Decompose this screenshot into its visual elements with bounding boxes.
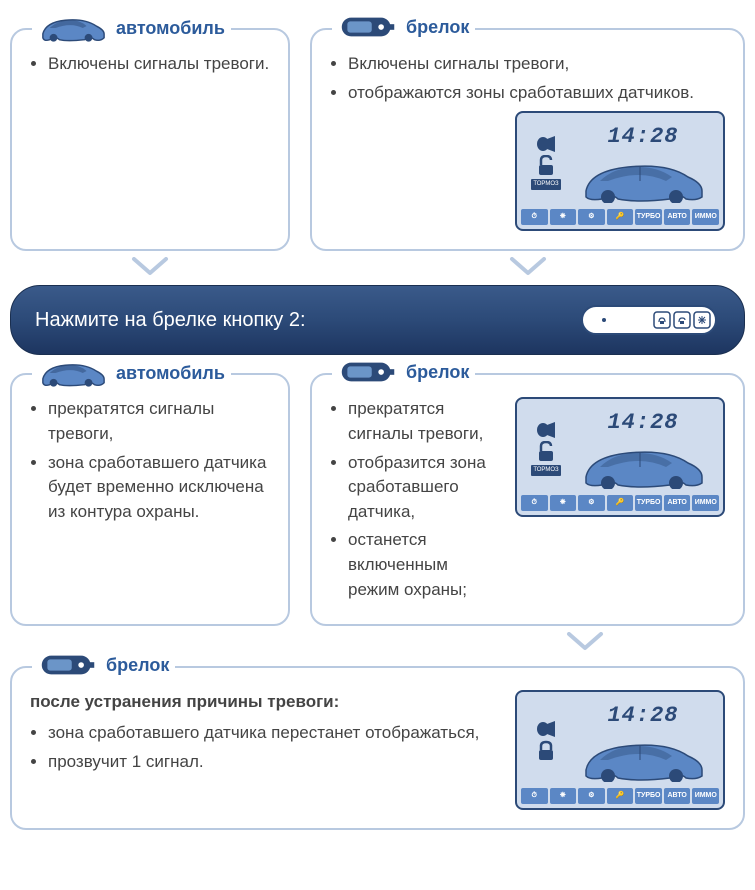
down-arrow-icon — [508, 257, 548, 277]
lcd-chip: ТУРБО — [635, 495, 662, 511]
down-arrow-icon — [130, 257, 170, 277]
lock-open-icon — [537, 441, 555, 463]
lcd-time: 14:28 — [607, 700, 678, 732]
horn-icon — [535, 720, 557, 738]
lcd-chip: АВТО — [664, 495, 691, 511]
lcd-chip: 🔑 — [607, 788, 634, 804]
lcd-chip: ИММО — [692, 495, 719, 511]
list-item: Включены сигналы тревоги. — [48, 52, 270, 77]
panel-header: брелок — [332, 357, 475, 387]
car-panel-2: автомобиль прекратятся сигналы тревоги, … — [10, 373, 290, 626]
panel-body: Включены сигналы тревоги, отображаются з… — [330, 52, 725, 231]
panel-title: брелок — [106, 655, 169, 676]
car-icon — [38, 12, 108, 44]
lcd-car-icon — [578, 439, 708, 489]
lcd-time: 14:28 — [607, 121, 678, 153]
car-icon — [38, 357, 108, 389]
list-item: зона сработавшего датчика будет временно… — [48, 451, 270, 525]
panel-title: автомобиль — [116, 363, 225, 384]
lcd-chip: ИММО — [692, 788, 719, 804]
action-bar: Нажмите на брелке кнопку 2: — [10, 285, 745, 355]
lcd-display-1: ТОРМОЗ 14:28 ⏱ ❋ ⚙ 🔑 ТУРБО АВТО — [515, 111, 725, 231]
remote-widget-icon — [580, 302, 720, 338]
lcd-chip: ⚙ — [578, 495, 605, 511]
panel-heading: после устранения причины тревоги: — [30, 690, 501, 715]
remote-icon — [38, 650, 98, 680]
lcd-chip: ❋ — [550, 788, 577, 804]
row-1: автомобиль Включены сигналы тревоги. бре… — [10, 28, 745, 251]
list-item: останется включенным режим охраны; — [348, 528, 501, 602]
lcd-display-3: 14:28 ⏱ ❋ ⚙ 🔑 ТУРБО АВТО ИММО — [515, 690, 725, 810]
lcd-chips: ⏱ ❋ ⚙ 🔑 ТУРБО АВТО ИММО — [521, 495, 719, 511]
list-item: прекратятся сигналы тревоги, — [48, 397, 270, 446]
lcd-chip: ⚙ — [578, 209, 605, 225]
lcd-chip: ❋ — [550, 495, 577, 511]
list-item: отображаются зоны сработавших датчиков. — [348, 81, 725, 106]
lcd-chip: ТУРБО — [635, 209, 662, 225]
list-item: Включены сигналы тревоги, — [348, 52, 725, 77]
lcd-chip: ⏱ — [521, 209, 548, 225]
lcd-display-2: ТОРМОЗ 14:28 ⏱ ❋ ⚙ 🔑 ТУРБО АВТО ИММО — [515, 397, 725, 517]
tormoz-label: ТОРМОЗ — [531, 179, 560, 190]
list-item: отобразится зона сработавшего датчика, — [348, 451, 501, 525]
lcd-chip: ИММО — [692, 209, 719, 225]
lcd-chip: ТУРБО — [635, 788, 662, 804]
lcd-time: 14:28 — [607, 407, 678, 439]
row-2: автомобиль прекратятся сигналы тревоги, … — [10, 373, 745, 626]
lcd-chips: ⏱ ❋ ⚙ 🔑 ТУРБО АВТО ИММО — [521, 788, 719, 804]
arrow-row-1 — [10, 257, 745, 277]
horn-icon — [535, 135, 557, 153]
remote-icon — [338, 357, 398, 387]
lcd-chip: ⏱ — [521, 788, 548, 804]
lcd-chip: 🔑 — [607, 495, 634, 511]
panel-header: брелок — [32, 650, 175, 680]
down-arrow-icon — [565, 632, 605, 652]
lock-open-icon — [537, 155, 555, 177]
remote-panel-2: брелок прекратятся сигналы тревоги, отоб… — [310, 373, 745, 626]
panel-body: прекратятся сигналы тревоги, отобразится… — [330, 397, 725, 606]
tormoz-label: ТОРМОЗ — [531, 465, 560, 476]
lock-closed-icon — [537, 740, 555, 762]
list-item: зона сработавшего датчика перестанет ото… — [48, 721, 501, 746]
panel-header: автомобиль — [32, 12, 231, 44]
arrow-row-2 — [10, 632, 745, 652]
lcd-chip: АВТО — [664, 209, 691, 225]
panel-header: брелок — [332, 12, 475, 42]
list-item: прозвучит 1 сигнал. — [48, 750, 501, 775]
action-text: Нажмите на брелке кнопку 2: — [35, 309, 306, 332]
lcd-chip: ❋ — [550, 209, 577, 225]
row-3: брелок после устранения причины тревоги:… — [10, 666, 745, 830]
lcd-chip: ⚙ — [578, 788, 605, 804]
horn-icon — [535, 421, 557, 439]
remote-icon — [338, 12, 398, 42]
remote-panel-3: брелок после устранения причины тревоги:… — [10, 666, 745, 830]
list-item: прекратятся сигналы тревоги, — [348, 397, 501, 446]
panel-body: после устранения причины тревоги: зона с… — [30, 690, 725, 810]
car-panel-1: автомобиль Включены сигналы тревоги. — [10, 28, 290, 251]
panel-body: прекратятся сигналы тревоги, зона сработ… — [30, 397, 270, 524]
panel-title: брелок — [406, 362, 469, 383]
panel-title: брелок — [406, 17, 469, 38]
panel-header: автомобиль — [32, 357, 231, 389]
lcd-chips: ⏱ ❋ ⚙ 🔑 ТУРБО АВТО ИММО — [521, 209, 719, 225]
panel-title: автомобиль — [116, 18, 225, 39]
lcd-chip: 🔑 — [607, 209, 634, 225]
remote-panel-1: брелок Включены сигналы тревоги, отображ… — [310, 28, 745, 251]
panel-body: Включены сигналы тревоги. — [30, 52, 270, 77]
lcd-car-icon — [578, 153, 708, 203]
lcd-chip: ⏱ — [521, 495, 548, 511]
lcd-car-icon — [578, 732, 708, 782]
lcd-chip: АВТО — [664, 788, 691, 804]
